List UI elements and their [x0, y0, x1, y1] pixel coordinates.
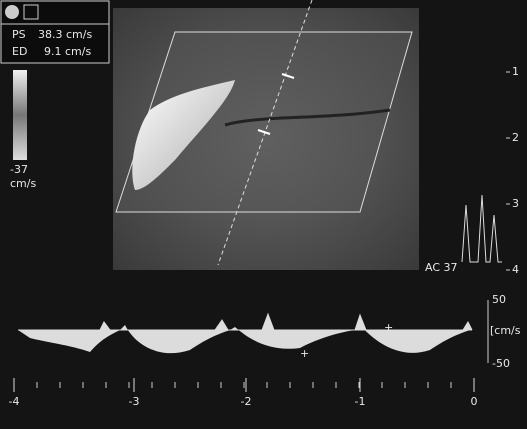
cursor: +	[300, 347, 309, 360]
ed-label: ED	[12, 45, 27, 58]
depth-label: 3	[512, 197, 519, 210]
time-label: 0	[471, 395, 478, 408]
time-label: -1	[355, 395, 366, 408]
time-label: -4	[9, 395, 20, 408]
velocity-bottom: -50	[492, 357, 510, 370]
color-bar-unit: cm/s	[10, 177, 36, 190]
page: PS 38.3 cm/s ED 9.1 cm/s -37 cm/s 1 2 3 4 A…	[0, 0, 527, 429]
ps-label: PS	[12, 28, 26, 41]
ed-value: 9.1 cm/s	[44, 45, 91, 58]
ps-value: 38.3 cm/s	[38, 28, 92, 41]
color-bar-min: -37	[10, 163, 28, 176]
color-bar	[13, 70, 27, 160]
velocity-top: 50	[492, 293, 506, 306]
depth-label: 4	[512, 263, 519, 276]
velocity-unit: [cm/s	[490, 324, 521, 337]
depth-label: 1	[512, 65, 519, 78]
time-label: -2	[241, 395, 252, 408]
time-label: -3	[129, 395, 140, 408]
gain-label: AC 37	[425, 261, 458, 274]
probe-icon	[5, 5, 19, 19]
ultrasound-screen: PS 38.3 cm/s ED 9.1 cm/s -37 cm/s 1 2 3 4 A…	[0, 0, 527, 429]
depth-label: 2	[512, 131, 519, 144]
cursor: +	[384, 321, 393, 334]
